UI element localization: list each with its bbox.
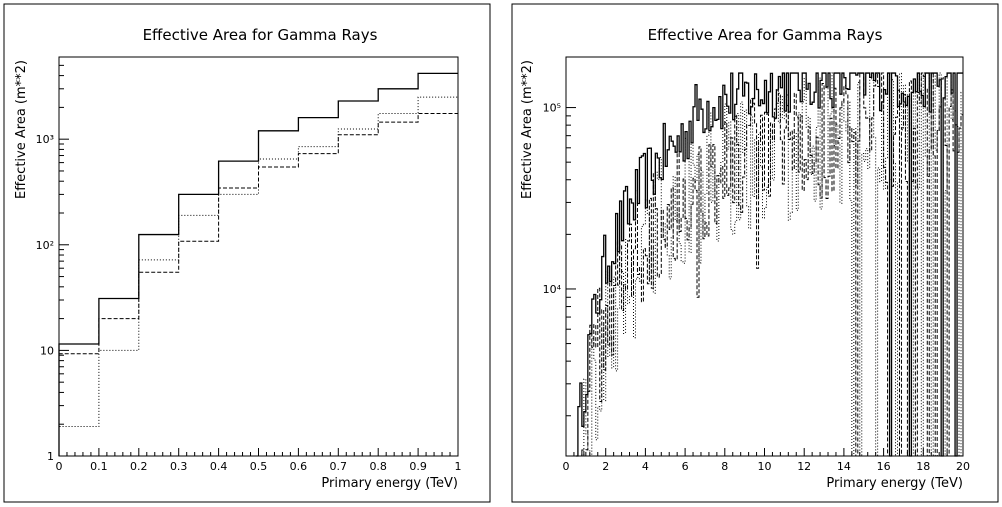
x-axis-label-left: Primary energy (TeV) [321,476,458,491]
x-tick-label: 0.9 [409,460,427,473]
y-tick-label: 10³ [36,133,54,146]
chart-right: Effective Area for Gamma Rays 0 2 4 6 8 10 12 1… [511,3,999,503]
x-tick-label: 18 [916,460,930,473]
x-tick-label: 0.2 [130,460,148,473]
x-tick-label: 16 [877,460,891,473]
x-tick-label: 1 [455,460,462,473]
x-tick-label: 4 [642,460,649,473]
y-tick-label: 10 [40,344,54,357]
x-tick-label: 0 [56,460,63,473]
x-axis-label-right: Primary energy (TeV) [826,476,963,491]
panel-frame-right [511,3,999,503]
series-line-solid [58,72,458,456]
x-tick-label: 0.6 [290,460,308,473]
x-tick-label: 0.5 [250,460,268,473]
y-tick-label: 10⁴ [543,283,562,296]
series-line-dashed [58,113,458,456]
series-line-solid [575,72,963,457]
chart-left: Effective Area for Gamma Rays 0 0.1 0.2 0.3… [3,3,491,503]
x-tick-label: 2 [602,460,609,473]
chart-title-right: Effective Area for Gamma Rays [648,26,883,44]
x-tick-label: 14 [837,460,851,473]
x-tick-label: 6 [682,460,689,473]
series-line-dotted [581,72,963,457]
x-tick-label: 0 [563,460,570,473]
plot-area-right: 0 2 4 6 8 10 12 14 16 18 20 10⁴ 10⁵ [543,56,970,473]
series-line-dashed [579,72,963,457]
x-tick-label: 0.8 [369,460,387,473]
x-tick-label: 0.4 [210,460,228,473]
y-tick-label: 1 [47,450,54,463]
y-tick-label: 10² [36,239,54,252]
x-tick-label: 12 [797,460,811,473]
x-tick-label: 0.7 [330,460,348,473]
chart-title-left: Effective Area for Gamma Rays [143,26,378,44]
y-tick-label: 10⁵ [543,102,561,115]
x-tick-label: 10 [758,460,772,473]
x-tick-label: 8 [721,460,728,473]
panel-frame-left [3,3,491,503]
plot-frame [58,56,459,457]
y-axis-label-right: Effective Area (m**2) [520,60,535,199]
x-tick-label: 20 [956,460,970,473]
x-tick-label: 0.1 [90,460,108,473]
y-axis-label-left: Effective Area (m**2) [14,60,29,199]
x-tick-label: 0.3 [170,460,188,473]
plot-area-left: 0 0.1 0.2 0.3 0.4 0.5 0.6 0.7 0.8 0.9 1 1 10 10² 10³ [36,56,462,473]
